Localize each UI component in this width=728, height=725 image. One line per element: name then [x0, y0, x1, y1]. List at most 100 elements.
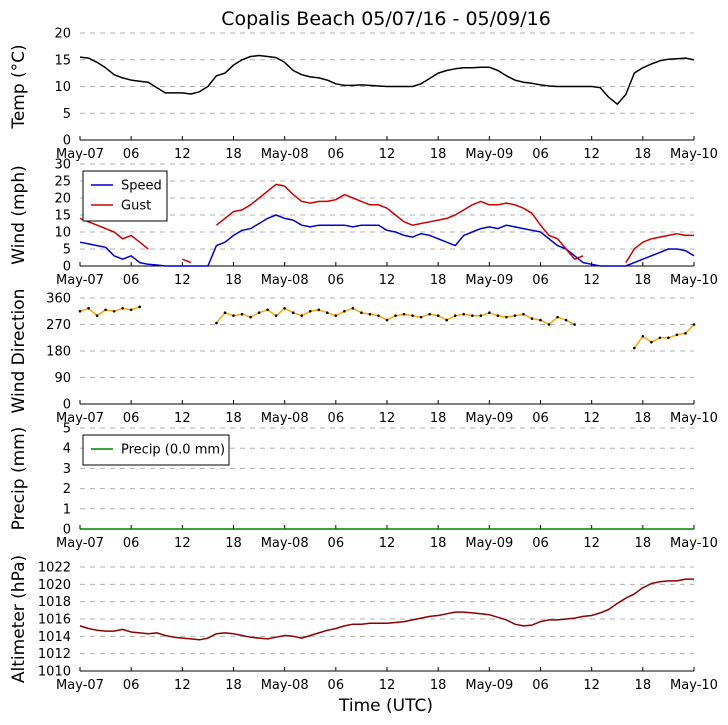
- y-axis-label: Wind Direction: [9, 289, 29, 414]
- y-tick-label: 10: [54, 80, 71, 95]
- x-tick-label: May-10: [670, 273, 718, 288]
- x-tick-label: May-07: [56, 411, 104, 426]
- x-tick-label: 12: [583, 536, 600, 551]
- data-point: [257, 311, 261, 315]
- y-tick-label: 20: [54, 27, 71, 42]
- chart-title: Copalis Beach 05/07/16 - 05/09/16: [221, 8, 551, 30]
- y-tick-label: 0: [63, 134, 71, 149]
- data-point: [351, 307, 355, 310]
- x-tick-label: 06: [532, 411, 549, 426]
- data-point: [360, 311, 363, 315]
- x-tick-label: May-09: [465, 411, 513, 426]
- data-point: [223, 311, 227, 315]
- y-tick-label: 20: [54, 192, 71, 207]
- x-tick-label: May-10: [670, 411, 718, 426]
- data-point: [240, 312, 244, 316]
- data-point: [633, 346, 636, 350]
- y-tick-label: 15: [54, 209, 71, 224]
- y-tick-label: 10: [54, 226, 71, 241]
- data-point: [479, 314, 483, 317]
- x-tick-label: 18: [430, 411, 447, 426]
- x-tick-label: May-08: [261, 678, 309, 693]
- series-line-speed: [79, 214, 695, 267]
- y-tick-label: 15: [54, 53, 71, 68]
- data-point: [522, 312, 525, 316]
- y-tick-label: 2: [63, 482, 71, 497]
- data-point: [95, 314, 99, 317]
- data-point: [667, 336, 670, 340]
- data-point: [496, 314, 500, 317]
- x-tick-label: May-10: [670, 147, 718, 162]
- data-point: [436, 314, 440, 317]
- data-point: [300, 314, 304, 317]
- x-tick-label: May-07: [56, 678, 104, 693]
- x-tick-label: 18: [635, 536, 652, 551]
- x-tick-label: 18: [430, 147, 447, 162]
- data-point: [334, 314, 338, 317]
- legend-box: [82, 170, 168, 222]
- x-tick-label: 18: [635, 678, 652, 693]
- x-tick-label: May-10: [670, 678, 718, 693]
- y-tick-label: 3: [63, 462, 71, 477]
- x-tick-label: 12: [583, 273, 600, 288]
- data-point: [488, 311, 491, 315]
- x-tick-label: 18: [635, 411, 652, 426]
- y-tick-label: 25: [54, 175, 71, 190]
- data-point: [684, 332, 687, 335]
- x-tick-label: May-09: [465, 536, 513, 551]
- x-tick-label: 12: [174, 147, 191, 162]
- data-point: [556, 315, 559, 319]
- y-tick-label: 1022: [38, 561, 71, 576]
- x-tick-label: 06: [328, 273, 345, 288]
- data-point: [445, 318, 448, 322]
- y-tick-label: 1014: [38, 630, 71, 645]
- x-tick-label: 18: [635, 147, 652, 162]
- legend-label: Gust: [121, 199, 151, 214]
- data-point: [547, 323, 551, 326]
- data-point: [232, 314, 235, 317]
- data-point: [470, 314, 474, 317]
- x-tick-label: 18: [430, 536, 447, 551]
- data-point: [692, 323, 696, 326]
- y-tick-label: 5: [63, 107, 71, 122]
- y-tick-label: 0: [63, 260, 71, 275]
- y-tick-label: 360: [46, 292, 71, 307]
- data-point: [121, 307, 124, 310]
- data-point: [650, 340, 653, 344]
- x-tick-label: 12: [174, 411, 191, 426]
- x-tick-label: 06: [532, 147, 549, 162]
- y-tick-label: 1020: [38, 578, 71, 593]
- data-point: [641, 334, 645, 338]
- y-axis-label: Wind (mph): [9, 165, 29, 265]
- data-point: [87, 307, 90, 310]
- data-point: [138, 305, 141, 309]
- series-line-altimeter: [79, 578, 694, 641]
- x-tick-label: 06: [328, 147, 345, 162]
- x-tick-label: 18: [225, 536, 242, 551]
- data-point: [453, 314, 457, 317]
- x-tick-label: 12: [583, 411, 600, 426]
- y-tick-label: 90: [54, 371, 71, 386]
- panel-alt: 1010 1012 1014 1016 1018 1020 1022 May-07 06 12 18…: [9, 555, 718, 693]
- y-tick-label: 1: [63, 502, 71, 517]
- y-tick-label: 0: [63, 398, 71, 413]
- y-tick-label: 1010: [38, 665, 71, 680]
- x-axis-label: Time (UTC): [338, 696, 433, 716]
- x-tick-label: May-07: [56, 273, 104, 288]
- y-axis-label: Precip (mm): [9, 427, 29, 531]
- data-point: [428, 312, 431, 316]
- x-tick-label: 12: [174, 536, 191, 551]
- x-tick-label: 06: [532, 536, 549, 551]
- x-tick-label: 06: [123, 147, 140, 162]
- x-tick-label: May-08: [261, 147, 309, 162]
- x-tick-label: May-08: [261, 536, 309, 551]
- data-point: [283, 307, 286, 310]
- data-point: [317, 308, 321, 312]
- series-line-gust: [79, 183, 694, 264]
- data-point: [377, 314, 380, 317]
- x-tick-label: May-09: [465, 273, 513, 288]
- data-point: [215, 321, 218, 325]
- x-tick-label: 12: [174, 678, 191, 693]
